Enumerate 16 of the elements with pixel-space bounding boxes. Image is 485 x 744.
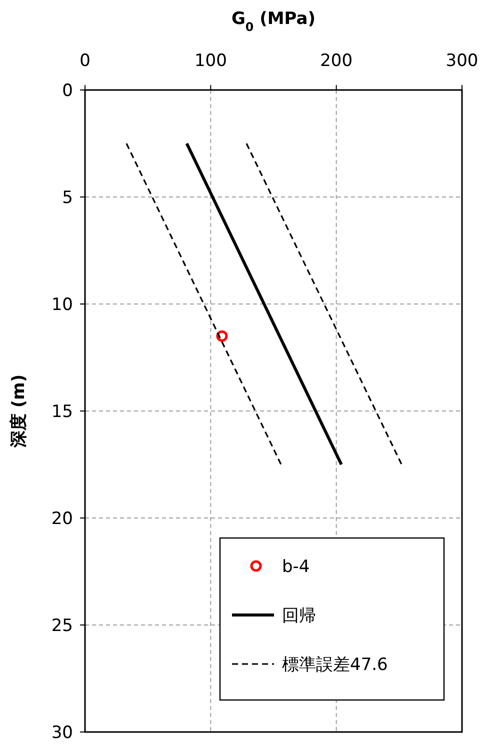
y-tick-label: 0 — [62, 81, 73, 101]
x-axis-title: G$_{0}$ (MPa) — [231, 9, 316, 34]
x-tick-label: 0 — [80, 51, 90, 71]
y-tick-label: 20 — [51, 509, 73, 529]
y-tick-label: 10 — [51, 295, 73, 315]
y-tick-label: 25 — [51, 616, 73, 636]
y-tick-label: 5 — [62, 188, 73, 208]
y-axis-title: 深度 (m) — [9, 374, 29, 449]
y-tick-label: 30 — [51, 723, 73, 743]
x-tick-label: 100 — [194, 51, 227, 71]
x-tick-label: 200 — [320, 51, 353, 71]
x-tick-label: 300 — [446, 51, 478, 71]
legend-label: 回帰 — [282, 606, 316, 626]
legend-label: b-4 — [282, 557, 310, 577]
y-tick-label: 15 — [51, 402, 73, 422]
legend-label: 標準誤差47.6 — [282, 655, 388, 675]
